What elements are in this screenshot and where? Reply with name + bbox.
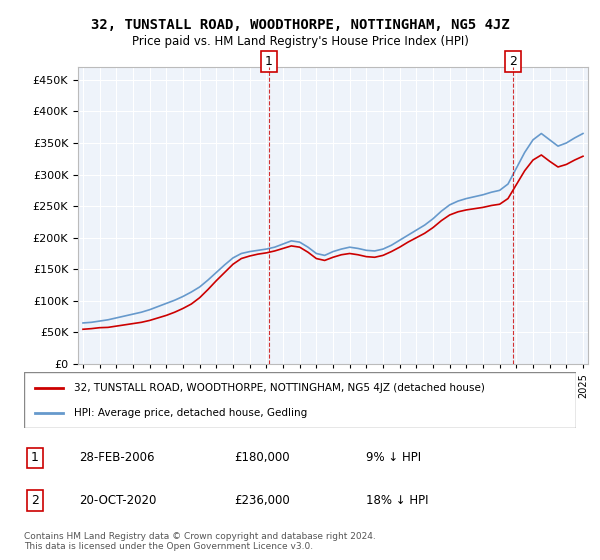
Text: 1: 1 <box>265 55 273 68</box>
Text: 32, TUNSTALL ROAD, WOODTHORPE, NOTTINGHAM, NG5 4JZ: 32, TUNSTALL ROAD, WOODTHORPE, NOTTINGHA… <box>91 18 509 32</box>
Text: 2: 2 <box>31 494 39 507</box>
Text: HPI: Average price, detached house, Gedling: HPI: Average price, detached house, Gedl… <box>74 408 307 418</box>
Text: 2: 2 <box>509 55 517 68</box>
Text: Contains HM Land Registry data © Crown copyright and database right 2024.
This d: Contains HM Land Registry data © Crown c… <box>24 532 376 552</box>
Text: 18% ↓ HPI: 18% ↓ HPI <box>366 494 429 507</box>
Text: 28-FEB-2006: 28-FEB-2006 <box>79 451 155 464</box>
Text: 32, TUNSTALL ROAD, WOODTHORPE, NOTTINGHAM, NG5 4JZ (detached house): 32, TUNSTALL ROAD, WOODTHORPE, NOTTINGHA… <box>74 383 485 393</box>
Text: 9% ↓ HPI: 9% ↓ HPI <box>366 451 421 464</box>
Text: Price paid vs. HM Land Registry's House Price Index (HPI): Price paid vs. HM Land Registry's House … <box>131 35 469 49</box>
Text: 20-OCT-2020: 20-OCT-2020 <box>79 494 157 507</box>
FancyBboxPatch shape <box>24 372 576 428</box>
Text: £236,000: £236,000 <box>234 494 290 507</box>
Text: £180,000: £180,000 <box>234 451 289 464</box>
Text: 1: 1 <box>31 451 39 464</box>
